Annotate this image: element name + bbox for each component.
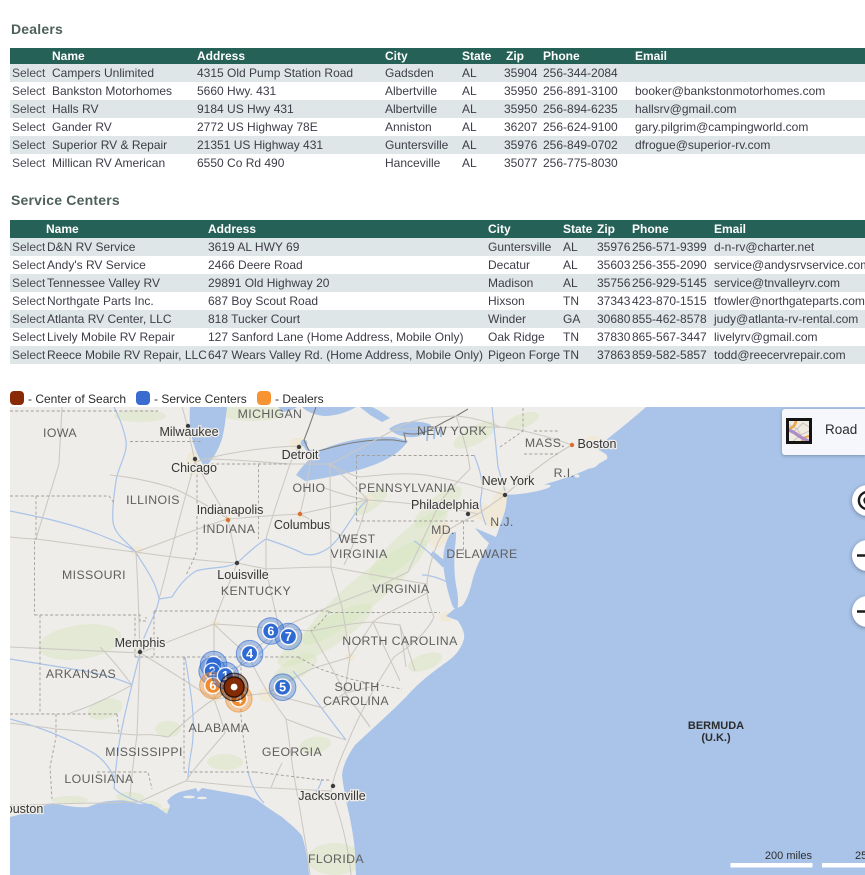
svg-text:VIRGINIA: VIRGINIA [372, 582, 430, 596]
svg-text:NEW YORK: NEW YORK [417, 424, 487, 438]
svg-text:Louisville: Louisville [217, 568, 268, 582]
svg-text:Chicago: Chicago [171, 461, 217, 475]
svg-text:250 km: 250 km [855, 850, 865, 862]
svg-text:4: 4 [246, 647, 253, 661]
svg-text:LOUISIANA: LOUISIANA [64, 772, 134, 786]
svg-text:INDIANA: INDIANA [203, 522, 256, 536]
svg-text:KENTUCKY: KENTUCKY [221, 584, 291, 598]
svg-text:Jacksonville: Jacksonville [298, 789, 365, 803]
svg-text:N.J.: N.J. [490, 515, 513, 529]
svg-text:6: 6 [209, 679, 216, 693]
svg-text:WEST: WEST [338, 532, 375, 546]
svg-text:IOWA: IOWA [43, 426, 77, 440]
svg-text:OHIO: OHIO [292, 481, 325, 495]
svg-text:7: 7 [285, 630, 292, 644]
svg-text:NORTH CAROLINA: NORTH CAROLINA [342, 634, 458, 648]
svg-text:FLORIDA: FLORIDA [308, 852, 364, 866]
svg-text:Detroit: Detroit [282, 448, 319, 462]
svg-text:MISSOURI: MISSOURI [62, 568, 126, 582]
svg-text:200 miles: 200 miles [765, 850, 813, 862]
svg-text:(U.K.): (U.K.) [701, 732, 731, 744]
svg-text:CAROLINA: CAROLINA [323, 694, 389, 708]
svg-text:ILLINOIS: ILLINOIS [126, 493, 180, 507]
svg-text:Houston: Houston [10, 802, 43, 816]
svg-text:VIRGINIA: VIRGINIA [330, 547, 388, 561]
svg-text:4: 4 [235, 692, 242, 706]
svg-text:Indianapolis: Indianapolis [197, 503, 264, 517]
svg-text:New York: New York [482, 474, 536, 488]
svg-text:BERMUDA: BERMUDA [688, 720, 744, 732]
svg-text:ARKANSAS: ARKANSAS [46, 667, 116, 681]
svg-text:5: 5 [279, 681, 286, 695]
svg-text:Boston: Boston [578, 437, 617, 451]
svg-text:DELAWARE: DELAWARE [446, 547, 517, 561]
svg-text:MASS.: MASS. [525, 436, 565, 450]
svg-text:Philadelphia: Philadelphia [411, 498, 479, 512]
svg-text:MISSISSIPPI: MISSISSIPPI [105, 745, 183, 759]
svg-text:R.I.: R.I. [554, 466, 575, 480]
svg-text:Memphis: Memphis [115, 636, 166, 650]
svg-text:6: 6 [267, 625, 274, 639]
svg-text:GEORGIA: GEORGIA [262, 745, 323, 759]
svg-text:Milwaukee: Milwaukee [159, 425, 218, 439]
svg-text:PENNSYLVANIA: PENNSYLVANIA [358, 481, 456, 495]
svg-text:Columbus: Columbus [274, 518, 330, 532]
svg-text:ALABAMA: ALABAMA [189, 721, 250, 735]
svg-text:SOUTH: SOUTH [334, 680, 379, 694]
svg-text:MD.: MD. [431, 523, 455, 537]
svg-text:MICHIGAN: MICHIGAN [238, 407, 303, 421]
